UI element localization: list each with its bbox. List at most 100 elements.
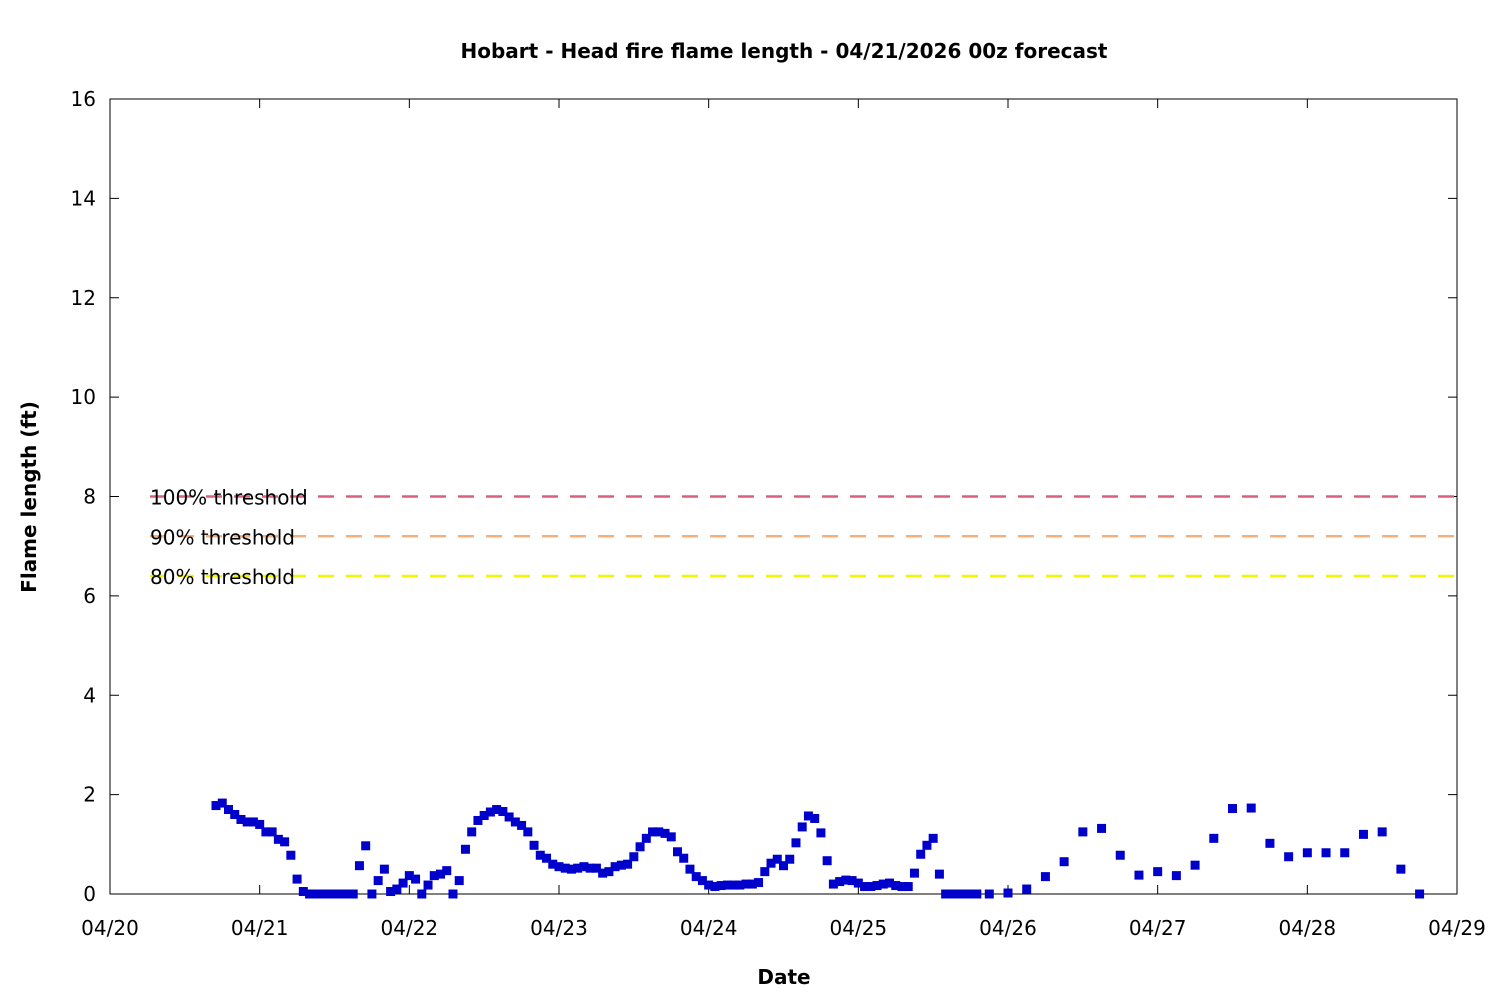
- y-tick-label: 6: [83, 584, 96, 608]
- data-point: [510, 817, 520, 827]
- data-point: [392, 884, 402, 894]
- data-points: [211, 798, 1425, 899]
- data-point: [629, 852, 639, 862]
- data-point: [398, 878, 408, 888]
- y-tick-label: 10: [71, 385, 96, 409]
- data-point: [897, 882, 907, 892]
- data-point: [367, 889, 377, 899]
- data-point: [479, 810, 489, 820]
- data-point: [953, 889, 963, 899]
- data-point: [1265, 838, 1275, 848]
- data-point: [217, 798, 227, 808]
- data-point: [230, 810, 240, 819]
- data-point: [878, 879, 888, 889]
- data-point: [922, 840, 932, 850]
- data-point: [598, 868, 608, 878]
- data-point: [1396, 864, 1406, 874]
- data-point: [1340, 848, 1350, 858]
- data-point: [467, 827, 477, 837]
- threshold-label: 90% threshold: [150, 525, 295, 549]
- data-point: [853, 878, 863, 888]
- data-point: [841, 875, 851, 885]
- data-point: [760, 867, 770, 877]
- data-point: [610, 862, 620, 872]
- y-tick-label: 8: [83, 485, 96, 509]
- x-tick-label: 04/23: [530, 916, 588, 940]
- data-point: [330, 889, 339, 899]
- data-point: [429, 871, 439, 881]
- data-point: [348, 889, 358, 899]
- data-point: [822, 856, 832, 866]
- data-point: [616, 860, 626, 870]
- data-point: [1377, 827, 1387, 837]
- data-point: [1302, 848, 1312, 858]
- data-point: [1321, 848, 1331, 858]
- data-point: [735, 880, 745, 890]
- y-tick-label: 14: [71, 186, 96, 210]
- data-point: [280, 837, 290, 847]
- data-point: [697, 876, 707, 886]
- data-point: [972, 889, 982, 899]
- threshold-lines: 100% threshold 90% threshold 80% threshold: [150, 486, 1457, 589]
- data-point: [891, 881, 901, 891]
- data-point: [579, 862, 589, 872]
- data-point: [523, 827, 533, 837]
- data-point: [1246, 803, 1256, 813]
- data-point: [934, 869, 944, 879]
- data-point: [379, 864, 389, 874]
- data-point: [411, 874, 421, 884]
- data-point: [1078, 827, 1088, 837]
- data-point: [660, 828, 670, 838]
- data-point: [342, 889, 352, 899]
- data-point: [573, 863, 583, 873]
- x-tick-label: 04/21: [231, 916, 289, 940]
- data-point: [585, 863, 595, 873]
- y-tick-label: 16: [71, 87, 96, 111]
- data-point: [311, 889, 321, 899]
- data-point: [423, 880, 433, 890]
- data-point: [535, 850, 545, 860]
- data-point: [317, 889, 327, 899]
- data-point: [866, 882, 876, 892]
- data-point: [847, 876, 857, 886]
- data-point: [361, 841, 371, 851]
- data-point: [1415, 889, 1425, 899]
- data-point: [691, 872, 701, 882]
- y-tick-label: 12: [71, 286, 96, 310]
- data-point: [386, 887, 396, 897]
- data-point: [959, 889, 969, 899]
- data-point: [323, 889, 333, 899]
- data-point: [828, 879, 838, 889]
- data-point: [554, 862, 564, 872]
- data-point: [604, 867, 614, 877]
- data-point: [242, 817, 252, 827]
- y-axis-label: Flame length (ft): [17, 401, 41, 593]
- x-tick-label: 04/26: [979, 916, 1037, 940]
- data-point: [791, 838, 801, 848]
- x-axis-label: Date: [757, 965, 810, 989]
- data-point: [504, 812, 514, 822]
- data-point: [404, 871, 414, 881]
- data-point: [460, 844, 470, 854]
- y-axis: 0 2 4 6 8 10 12 14 16: [71, 87, 1457, 906]
- data-point: [747, 879, 757, 889]
- data-point: [810, 813, 820, 823]
- data-point: [654, 827, 664, 837]
- data-point: [1040, 872, 1050, 882]
- threshold-label: 80% threshold: [150, 565, 295, 589]
- data-point: [211, 801, 221, 811]
- data-point: [1097, 823, 1107, 833]
- data-point: [298, 887, 308, 897]
- data-point: [772, 854, 782, 864]
- y-tick-label: 2: [83, 783, 96, 807]
- data-point: [672, 847, 682, 857]
- data-point: [1228, 804, 1237, 814]
- data-point: [1022, 884, 1032, 894]
- data-point: [1134, 870, 1144, 880]
- data-point: [442, 866, 452, 876]
- data-point: [1190, 860, 1200, 870]
- data-point: [816, 828, 826, 838]
- data-point: [373, 876, 383, 886]
- data-point: [223, 805, 233, 815]
